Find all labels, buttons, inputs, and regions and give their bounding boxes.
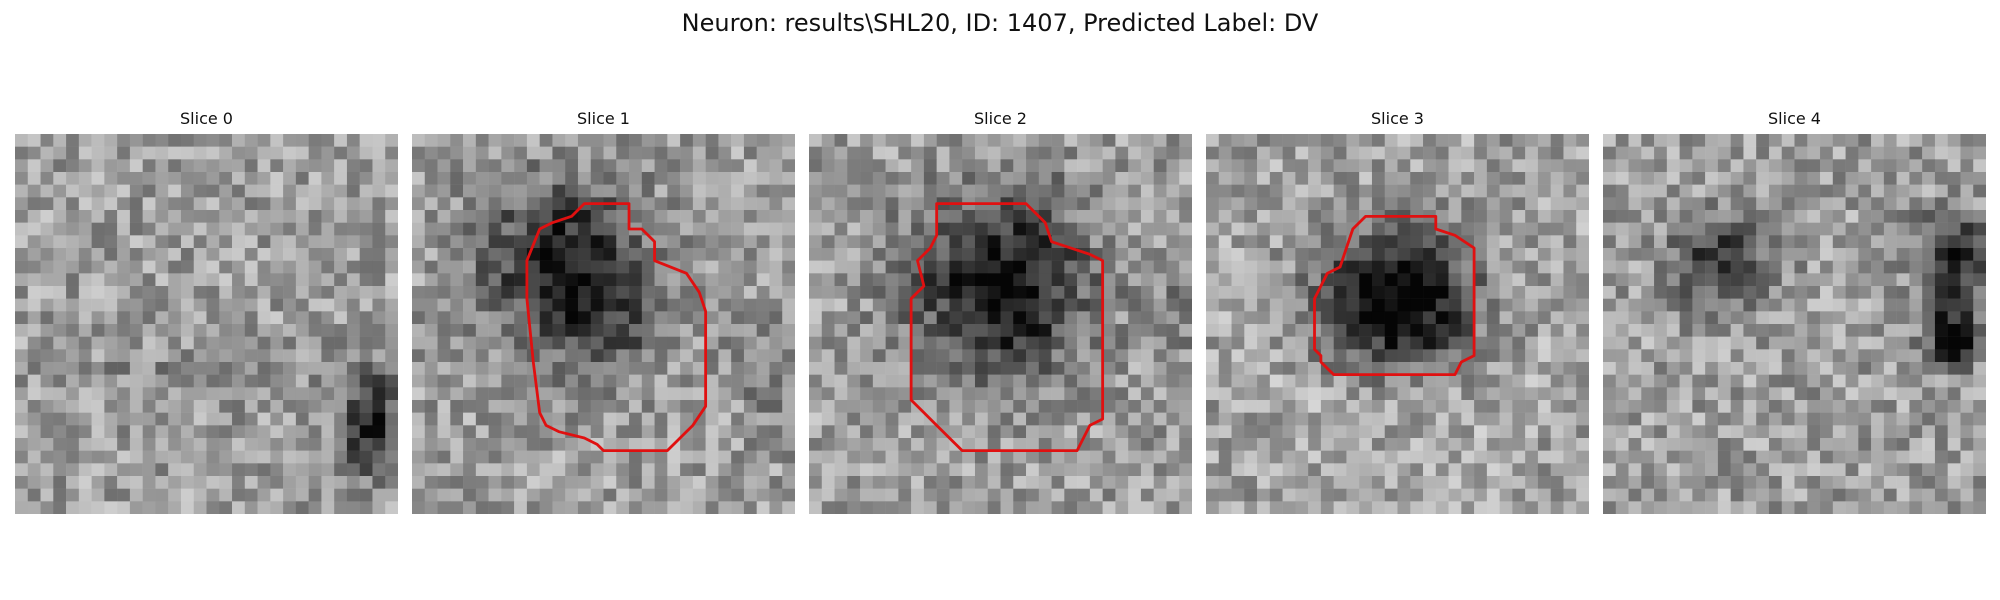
slice-image: [1206, 134, 1589, 514]
pixel-grid: [809, 134, 1192, 514]
slice-title: Slice 1: [577, 109, 630, 128]
slice-title: Slice 2: [974, 109, 1027, 128]
slice-panel-4: Slice 4: [1603, 108, 1986, 514]
slice-panel-3: Slice 3: [1206, 108, 1589, 514]
figure-title: Neuron: results\SHL20, ID: 1407, Predict…: [681, 9, 1319, 37]
slice-title: Slice 0: [180, 109, 233, 128]
pixel-grid: [412, 134, 795, 514]
roi-contour: [525, 202, 708, 453]
slice-image: [809, 134, 1192, 514]
slice-panel-1: Slice 1: [412, 108, 795, 514]
slice-title: Slice 4: [1768, 109, 1821, 128]
slice-panel-2: Slice 2: [809, 108, 1192, 514]
pixel-grid: [1603, 134, 1986, 514]
roi-contour: [1313, 214, 1476, 377]
slice-image: [412, 134, 795, 514]
roi-contour: [909, 202, 1105, 453]
slice-image: [15, 134, 398, 514]
pixel-grid: [15, 134, 398, 514]
pixel-grid: [1206, 134, 1589, 514]
slice-title: Slice 3: [1371, 109, 1424, 128]
slice-image: [1603, 134, 1986, 514]
slice-panel-0: Slice 0: [15, 108, 398, 514]
